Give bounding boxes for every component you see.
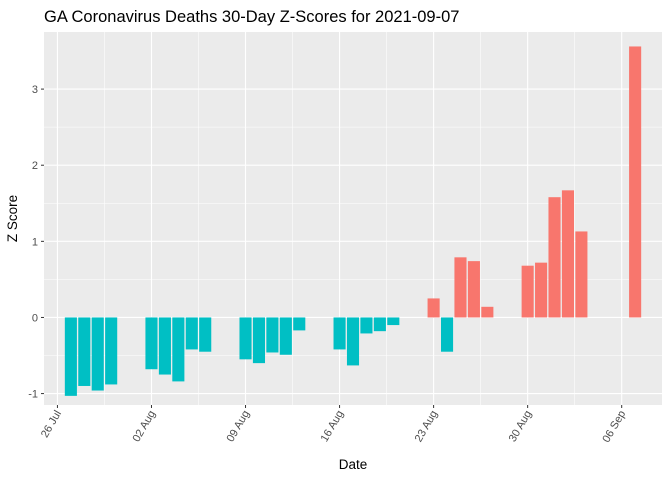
bar <box>548 197 561 318</box>
bar <box>373 317 386 332</box>
x-tick-label: 16 Aug <box>319 409 347 445</box>
bar <box>440 317 454 352</box>
bar <box>535 262 548 318</box>
bar <box>333 317 346 350</box>
bar <box>145 317 158 370</box>
bar <box>427 298 440 318</box>
x-tick-label: 30 Aug <box>507 409 535 445</box>
bar <box>91 317 104 391</box>
bar <box>279 317 292 355</box>
bar <box>199 317 212 352</box>
y-axis-title: Z Score <box>5 195 20 242</box>
chart-title: GA Coronavirus Deaths 30-Day Z-Scores fo… <box>44 8 459 26</box>
bar <box>629 46 642 318</box>
x-tick-label: 06 Sep <box>600 409 628 445</box>
y-tick-label: 3 <box>32 84 38 96</box>
bar <box>561 190 575 318</box>
x-tick-label: 02 Aug <box>131 409 159 445</box>
bar <box>64 317 77 396</box>
bar <box>387 317 400 326</box>
bars <box>64 46 642 396</box>
bar <box>105 317 118 385</box>
x-axis: 26 Jul 02 Aug 09 Aug 16 Aug 23 Aug 30 Aug 06 S… <box>39 405 628 445</box>
bar <box>467 261 480 318</box>
y-tick-label: 1 <box>32 236 38 248</box>
bar <box>158 317 171 375</box>
bar <box>266 317 279 353</box>
y-tick-label: 2 <box>32 160 38 172</box>
x-tick-label: 09 Aug <box>225 409 253 445</box>
bar <box>185 317 198 350</box>
bar <box>239 317 252 360</box>
bar <box>575 231 588 318</box>
y-tick-label: -1 <box>28 389 38 401</box>
x-tick-label: 23 Aug <box>413 409 441 445</box>
bar <box>346 317 360 366</box>
bar <box>481 306 494 318</box>
y-axis: -1 0 1 2 3 <box>28 84 44 401</box>
x-axis-title: Date <box>339 457 368 472</box>
bar <box>454 257 467 318</box>
y-tick-label: 0 <box>32 312 38 324</box>
bar <box>521 265 534 318</box>
x-tick-label: 26 Jul <box>39 409 64 440</box>
bar <box>360 317 373 334</box>
bar <box>252 317 266 364</box>
bar <box>293 317 306 331</box>
bar <box>172 317 185 382</box>
bar <box>78 317 91 386</box>
